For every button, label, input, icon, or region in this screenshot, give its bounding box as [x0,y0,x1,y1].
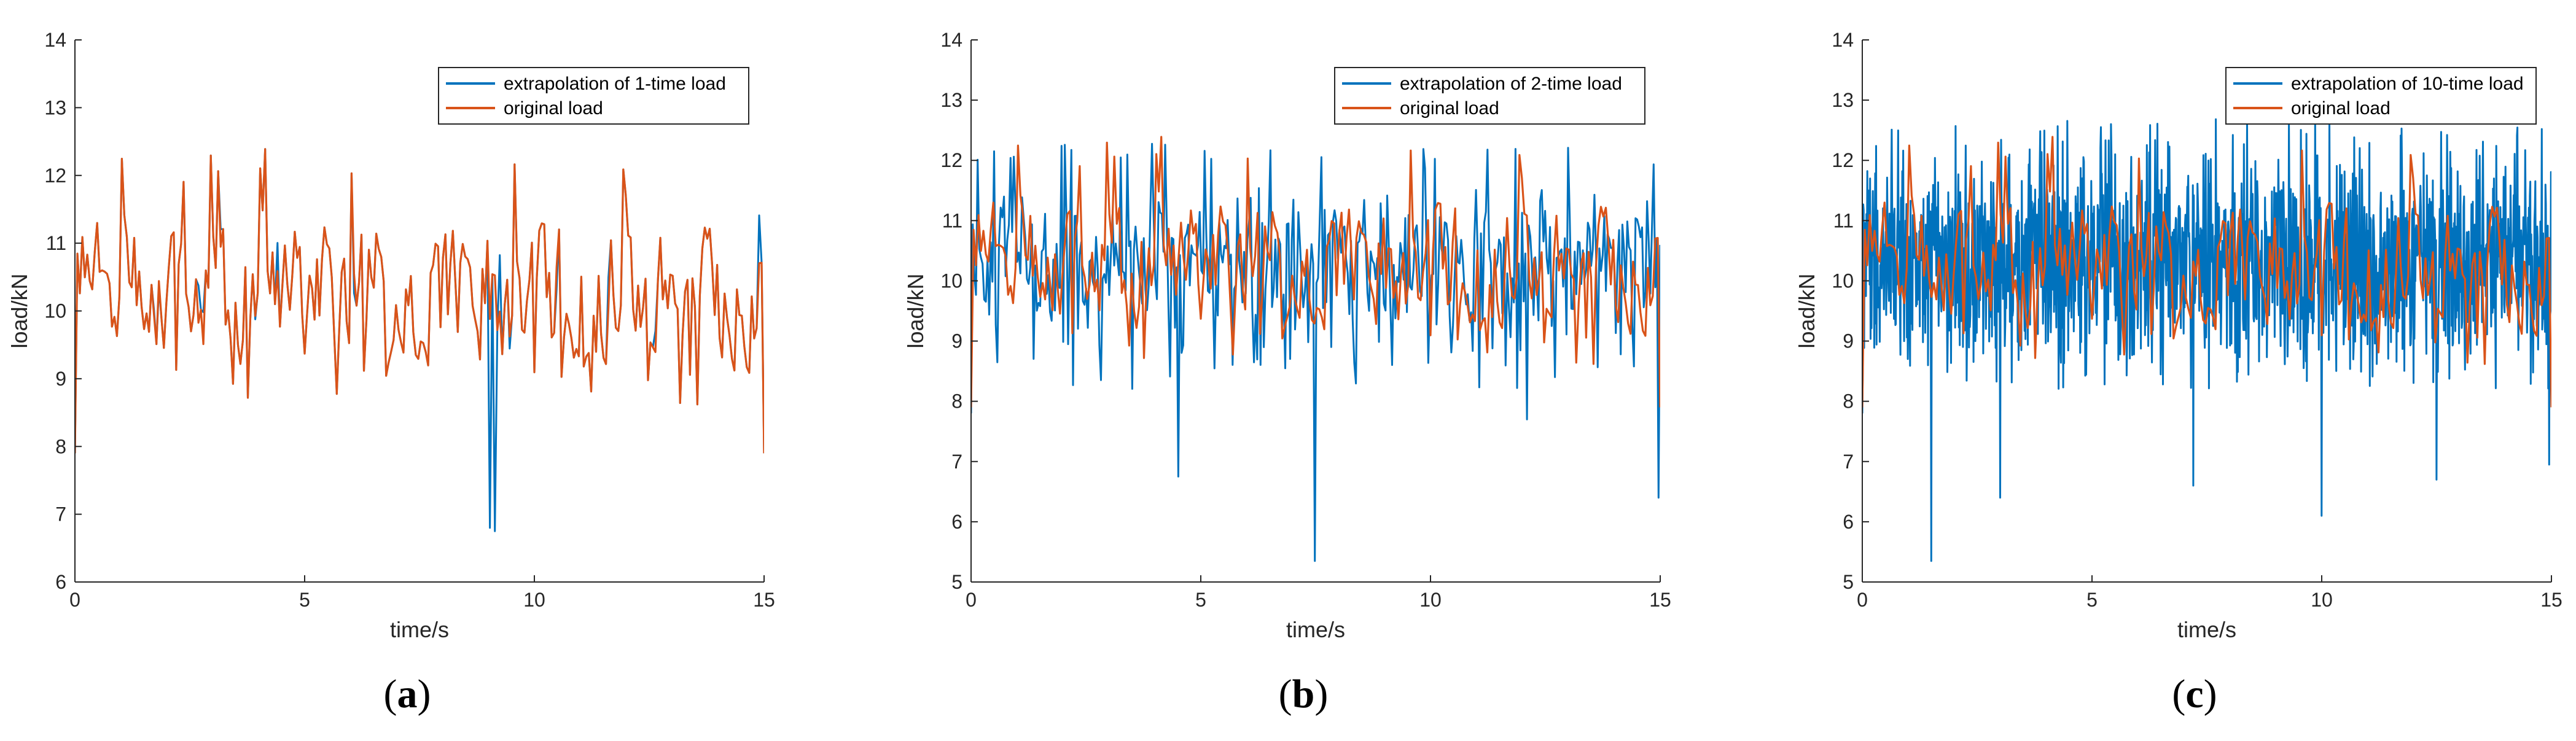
legend-entry: original load [1400,98,1499,118]
y-tick-label: 7 [951,451,962,473]
y-tick-label: 8 [1843,390,1854,413]
x-axis-label: time/s [1286,617,1345,642]
y-tick-label: 12 [940,149,962,171]
legend: extrapolation of 10-time load original lo… [2225,67,2537,125]
y-tick-label: 7 [55,503,66,526]
y-tick-label: 11 [1833,209,1854,231]
x-tick-label: 0 [966,589,977,611]
panel-caption: (a) [384,672,431,716]
y-tick-label: 13 [940,89,962,111]
y-tick-label: 5 [951,571,962,593]
y-tick-label: 14 [1832,29,1854,51]
y-tick-label: 7 [1843,451,1854,473]
legend-entry: original load [2291,98,2391,118]
y-tick-label: 12 [1832,149,1854,171]
legend-entry: extrapolation of 1-time load [504,74,726,94]
x-tick-label: 5 [299,589,310,611]
y-tick-label: 9 [55,368,66,390]
y-tick-label: 14 [940,29,962,51]
x-tick-label: 15 [2540,589,2562,611]
legend-entry: original load [504,98,603,118]
x-axis-label: time/s [2177,617,2236,642]
y-axis-label: load/kN [1794,273,1819,348]
y-tick-label: 6 [1843,511,1854,533]
panel-c: 0 5 10 15567891011121314time/sload/kNextrap… [1794,29,2562,716]
panel-b: 0 5 10 15567891011121314time/sload/kNextrap… [903,29,1671,716]
legend: extrapolation of 2-time load original loa… [1334,67,1645,125]
legend-entry: extrapolation of 10-time load [2291,74,2524,94]
y-tick-label: 10 [940,270,962,292]
x-axis-label: time/s [390,617,449,642]
y-tick-label: 10 [1832,270,1854,292]
series-line-original [75,148,764,454]
legend-box [1334,67,1645,125]
y-tick-label: 14 [44,29,66,51]
x-tick-label: 15 [1649,589,1671,611]
legend: extrapolation of 1-time load original loa… [438,67,749,125]
series-line-original [971,136,1660,408]
x-tick-label: 5 [2086,589,2098,611]
panels: 0 5 10 1567891011121314time/sload/kNextrapo… [7,29,2562,716]
y-tick-label: 8 [951,390,962,413]
x-tick-label: 10 [523,589,545,611]
y-tick-label: 12 [44,165,66,187]
y-tick-label: 6 [55,571,66,593]
series-line-original [1862,136,2551,408]
y-tick-label: 9 [1843,330,1854,352]
panel-a: 0 5 10 15 6 7 8 9 10 11 12 13 14 time/s load/kN extrapo… [7,29,775,716]
x-tick-label: 15 [753,589,775,611]
legend-entry: extrapolation of 2-time load [1400,74,1622,94]
y-axis-label: load/kN [7,273,32,348]
x-tick-label: 10 [2311,589,2333,611]
y-tick-label: 11 [46,232,66,254]
y-tick-label: 8 [55,435,66,457]
legend-box [438,67,749,125]
legend-box [2225,67,2537,125]
panel-caption: (c) [2172,672,2217,716]
y-tick-label: 13 [44,96,66,118]
y-tick-label: 10 [44,300,66,322]
x-tick-label: 0 [69,589,80,611]
y-tick-label: 5 [1843,571,1854,593]
x-tick-label: 10 [1419,589,1442,611]
series-line-extrapolation [1862,117,2551,562]
y-tick-label: 9 [951,330,962,352]
y-tick-label: 13 [1832,89,1854,111]
y-tick-label: 6 [951,511,962,533]
y-tick-label: 11 [942,209,962,231]
panel-caption: (b) [1279,672,1329,716]
x-tick-label: 0 [1857,589,1868,611]
y-axis-label: load/kN [903,273,928,348]
x-tick-label: 5 [1195,589,1206,611]
